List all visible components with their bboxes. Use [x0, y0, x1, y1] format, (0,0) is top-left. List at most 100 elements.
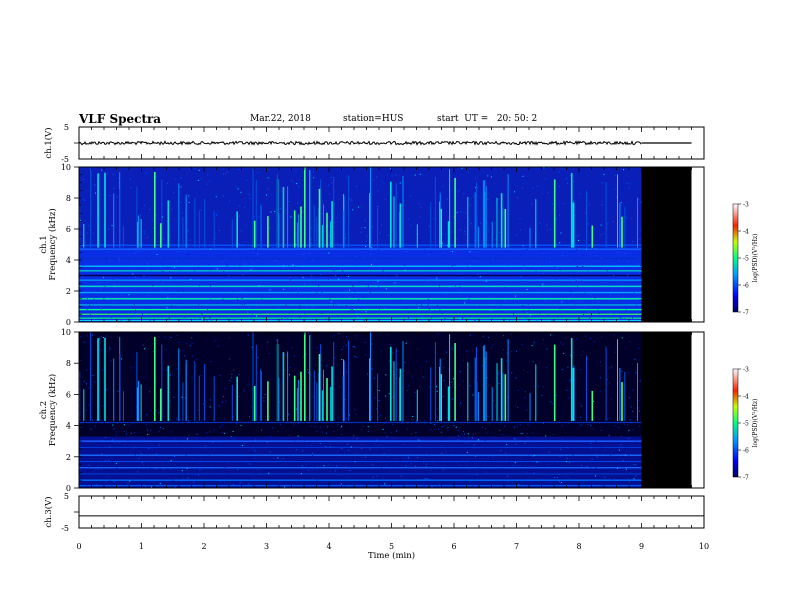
noise-speck [523, 310, 525, 312]
noise-speck [84, 239, 86, 241]
noise-speck [365, 246, 367, 247]
noise-speck [161, 173, 163, 175]
noise-speck [505, 360, 507, 362]
noise-speck [437, 180, 438, 182]
sferic-streak [300, 206, 302, 248]
noise-speck [597, 301, 599, 303]
noise-speck [535, 270, 537, 272]
noise-speck [425, 466, 427, 467]
noise-speck [186, 200, 188, 202]
noise-speck [635, 441, 637, 443]
noise-speck [471, 436, 473, 438]
noise-speck [506, 340, 508, 342]
y-tick-label: 2 [66, 287, 71, 296]
noise-speck [164, 461, 166, 463]
noise-speck [341, 372, 343, 374]
noise-speck [246, 197, 248, 199]
noise-speck [630, 206, 632, 208]
noise-speck [147, 174, 149, 176]
noise-speck [462, 380, 464, 382]
frequency-band [79, 479, 642, 481]
noise-speck [349, 470, 351, 472]
noise-speck [177, 250, 179, 252]
sferic-streak [313, 205, 315, 248]
noise-speck [477, 305, 479, 307]
noise-speck [627, 478, 629, 480]
noise-speck [370, 282, 372, 284]
noise-speck [629, 480, 630, 482]
noise-speck [257, 356, 259, 358]
noise-speck [247, 241, 249, 243]
noise-speck [394, 192, 396, 194]
noise-speck [314, 426, 316, 428]
noise-speck [583, 244, 585, 246]
noise-speck [459, 371, 461, 373]
noise-speck [458, 435, 460, 437]
noise-speck [440, 421, 442, 422]
colorbar-tick-label: -3 [743, 202, 749, 209]
noise-speck [489, 193, 491, 195]
noise-speck [312, 478, 314, 480]
noise-speck [394, 442, 395, 444]
sferic-streak [194, 363, 196, 421]
noise-speck [619, 318, 620, 320]
sferic-streak [282, 187, 284, 248]
noise-speck [179, 167, 181, 169]
noise-speck [496, 306, 498, 308]
noise-speck [196, 359, 198, 361]
noise-speck [106, 389, 108, 391]
noise-speck [426, 473, 428, 475]
noise-speck [340, 427, 342, 429]
noise-speck [295, 294, 297, 296]
sferic-streak [255, 344, 257, 421]
noise-speck [557, 283, 559, 285]
noise-speck [160, 426, 161, 428]
noise-speck [472, 433, 474, 435]
noise-speck [328, 278, 330, 280]
noise-speck [370, 463, 372, 465]
sferic-streak [331, 366, 333, 421]
sferic-streak [342, 210, 344, 248]
noise-speck [135, 181, 137, 183]
noise-speck [451, 179, 453, 181]
noise-speck [206, 309, 208, 311]
noise-speck [541, 289, 543, 291]
noise-speck [310, 242, 312, 244]
noise-speck [488, 237, 490, 238]
noise-speck [443, 380, 445, 382]
sferic-streak [119, 354, 121, 421]
noise-speck [312, 454, 313, 456]
noise-speck [293, 472, 295, 474]
noise-speck [194, 360, 196, 362]
sferic-streak [287, 351, 289, 421]
noise-speck [468, 459, 469, 461]
noise-speck [561, 482, 563, 483]
noise-speck [601, 485, 603, 486]
noise-speck [198, 188, 200, 190]
noise-speck [385, 395, 387, 397]
sferic-streak [395, 183, 397, 248]
noise-speck [285, 304, 287, 306]
noise-speck [595, 206, 597, 208]
noise-speck [246, 310, 248, 312]
noise-speck [86, 369, 88, 371]
noise-speck [80, 422, 82, 424]
noise-speck [321, 313, 323, 314]
noise-speck [502, 264, 504, 266]
noise-speck [566, 389, 568, 391]
noise-speck [375, 305, 377, 307]
noise-speck [243, 442, 245, 444]
noise-speck [560, 448, 562, 450]
x-tick-label: 0 [76, 542, 81, 551]
sferic-streak [333, 177, 335, 248]
sferic-streak [98, 173, 100, 248]
noise-speck [200, 468, 201, 470]
noise-speck [479, 305, 480, 307]
noise-speck [198, 169, 200, 171]
noise-speck [424, 185, 426, 187]
noise-speck [223, 271, 225, 272]
noise-speck [98, 172, 100, 174]
noise-speck [222, 298, 224, 300]
noise-speck [451, 266, 453, 268]
y-tick-label: 0 [66, 484, 71, 493]
